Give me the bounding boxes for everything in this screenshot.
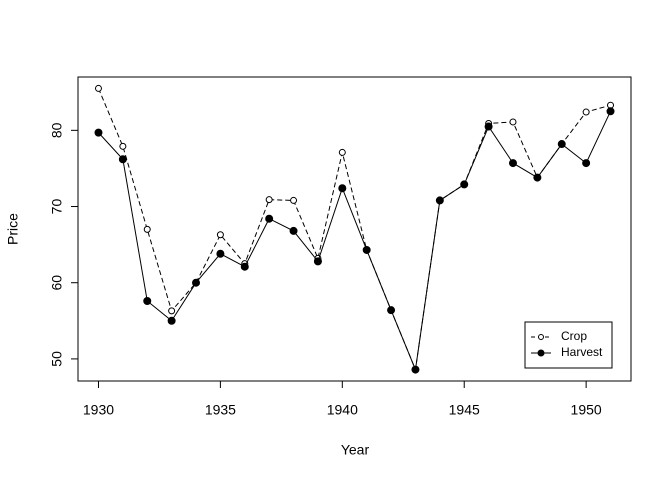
point xyxy=(362,245,371,254)
point xyxy=(192,278,201,287)
point xyxy=(338,184,347,193)
point xyxy=(508,159,517,168)
y-tick-label: 60 xyxy=(49,275,65,291)
legend-label: Harvest xyxy=(561,345,603,359)
y-tick-label: 70 xyxy=(49,199,65,215)
point xyxy=(289,226,298,235)
point xyxy=(265,214,274,223)
point xyxy=(582,159,591,168)
point xyxy=(216,249,225,258)
point xyxy=(460,180,469,189)
point xyxy=(167,316,176,325)
point xyxy=(313,257,322,266)
legend-marker xyxy=(537,349,545,357)
y-axis-label: Price xyxy=(5,213,21,245)
point xyxy=(411,365,420,374)
x-axis-label: Year xyxy=(341,442,370,458)
point xyxy=(265,196,273,204)
point xyxy=(240,262,249,271)
legend-box xyxy=(524,321,613,369)
point xyxy=(582,108,590,116)
point xyxy=(509,118,517,126)
point xyxy=(387,306,396,315)
point xyxy=(557,140,566,149)
x-tick-label: 1945 xyxy=(449,402,480,418)
point xyxy=(94,128,103,137)
point xyxy=(119,142,127,150)
point xyxy=(216,231,224,239)
point xyxy=(606,107,615,116)
point xyxy=(338,148,346,156)
point xyxy=(484,122,493,131)
point xyxy=(118,155,127,164)
y-tick-label: 80 xyxy=(49,122,65,138)
x-tick-label: 1950 xyxy=(571,402,602,418)
point xyxy=(143,297,152,305)
x-tick-label: 1930 xyxy=(83,402,114,418)
plot-frame xyxy=(77,76,632,382)
point xyxy=(533,173,542,182)
y-tick-label: 50 xyxy=(49,351,65,367)
point xyxy=(168,307,176,315)
series-line xyxy=(98,88,611,372)
x-tick-label: 1935 xyxy=(205,402,236,418)
point xyxy=(435,196,444,205)
legend-label: Crop xyxy=(561,329,587,343)
point xyxy=(94,84,102,92)
legend: Crop Harvest xyxy=(524,321,613,369)
x-tick-label: 1940 xyxy=(327,402,358,418)
point xyxy=(290,196,298,204)
legend-marker xyxy=(538,334,544,340)
series-line xyxy=(98,111,611,372)
point xyxy=(143,225,151,233)
